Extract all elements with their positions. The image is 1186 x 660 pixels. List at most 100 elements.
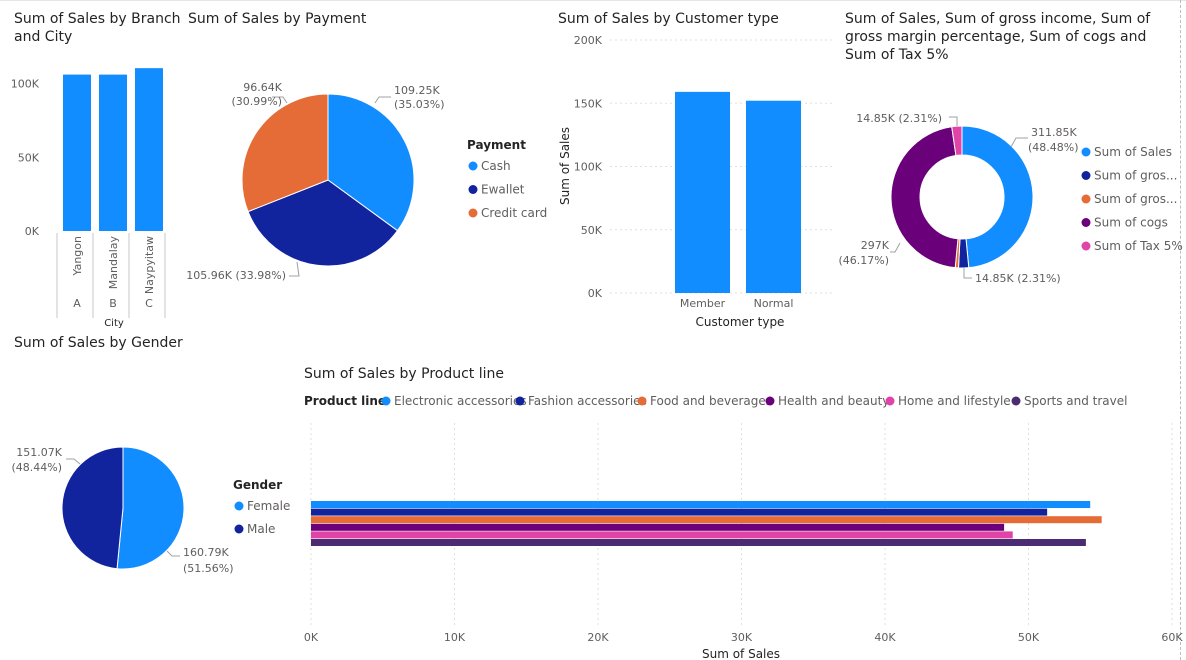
- gender-chart: 160.79K (51.56%) 151.07K (48.44%) Gender Fema…: [0, 330, 300, 660]
- data-label-male: 151.07K: [16, 446, 62, 459]
- x-group-label: B: [109, 297, 117, 310]
- legend-item-1-marker: [1082, 171, 1091, 180]
- legend-item-0-label: Sum of Sales: [1094, 145, 1172, 159]
- data-label-cash-pct: (35.03%): [394, 98, 445, 111]
- leader-sum-of-sales: [1011, 138, 1028, 147]
- legend-title: Product line: [304, 394, 386, 408]
- leader-sum-of-tax: [949, 117, 957, 126]
- pie-slice-sum-of-cogs: [891, 127, 958, 268]
- legend-item-3-marker: [1082, 218, 1091, 227]
- x-tick-label: Mandalay: [107, 236, 120, 290]
- x-tick-label: Member: [680, 297, 726, 310]
- legend-item-1-label: Sum of gros...: [1094, 169, 1177, 183]
- customer-type-visual[interactable]: Sum of Sales by Customer type 0K 50K 100K 1…: [555, 0, 840, 335]
- x-tick-label: Normal: [754, 297, 794, 310]
- legend-item-ewallet-label: Ewallet: [481, 183, 525, 197]
- legend-item-3-marker: [766, 397, 775, 406]
- data-label-sum-of-cogs: 297K: [861, 239, 890, 252]
- bar-electronic-accessories: [311, 501, 1090, 508]
- data-label-sum-of-gross-income: 14.85K (2.31%): [975, 272, 1061, 285]
- y-tick-label: 50K: [18, 151, 40, 164]
- y-tick-label: 200K: [574, 34, 603, 47]
- y-tick-label: 50K: [581, 224, 603, 237]
- bar-sports-and-travel: [311, 539, 1086, 546]
- legend-item-4-label: Sum of Tax 5%: [1094, 239, 1183, 253]
- legend-item-male-marker: [235, 525, 244, 534]
- leader-cash: [375, 97, 391, 103]
- x-axis-title: Sum of Sales: [702, 647, 780, 660]
- x-tick-label: 0K: [304, 631, 319, 644]
- legend-title: Payment: [467, 138, 526, 152]
- x-tick-label: 20K: [587, 631, 609, 644]
- x-tick-label: Naypyitaw: [143, 236, 156, 294]
- y-tick-label: 150K: [574, 97, 603, 110]
- data-label-credit-card-pct: (30.99%): [231, 95, 282, 108]
- x-tick-label: 30K: [731, 631, 753, 644]
- bar-food-and-beverages: [311, 516, 1102, 523]
- data-label-sum-of-sales: 311.85K: [1031, 126, 1077, 139]
- data-label-ewallet: 105.96K (33.98%): [186, 269, 286, 282]
- y-tick-label: 100K: [574, 161, 603, 174]
- customer-type-chart: 0K 50K 100K 150K 200K Sum of Sales Member Norma…: [555, 0, 840, 335]
- pie-slice-sum-of-sales: [962, 126, 1033, 268]
- page-edge-divider: [1180, 0, 1181, 660]
- data-label-credit-card: 96.64K: [243, 81, 282, 94]
- legend-item-5-marker: [1012, 397, 1021, 406]
- payment-chart: 109.25K(35.03%) 105.96K (33.98%) 96.64K(30…: [185, 0, 555, 335]
- data-label-sum-of-sales-pct: (48.48%): [1028, 141, 1079, 154]
- x-tick-label: 60K: [1161, 631, 1183, 644]
- x-tick-label: 10K: [444, 631, 466, 644]
- bar-mandalay: [99, 75, 127, 231]
- legend-item-0-marker: [1082, 148, 1091, 157]
- x-tick-label: 40K: [874, 631, 896, 644]
- legend-title: Gender: [233, 478, 282, 492]
- legend-item-3-label: Sum of cogs: [1094, 216, 1168, 230]
- sum-metrics-chart: 311.85K (48.48%) 14.85K (2.31%) 297K (46.17%…: [840, 0, 1180, 335]
- leader-sum-of-cogs: [890, 243, 900, 252]
- legend-item-cash-label: Cash: [481, 159, 511, 173]
- bar-naypyitaw: [135, 68, 163, 231]
- data-label-sum-of-cogs-pct: (46.17%): [838, 254, 889, 267]
- y-tick-label: 100K: [11, 78, 40, 91]
- legend-item-credit-card-label: Credit card: [481, 206, 547, 220]
- legend-item-3-label: Health and beauty: [778, 394, 889, 408]
- legend-item-credit-card-marker: [469, 209, 478, 218]
- legend-item-1-marker: [516, 397, 525, 406]
- legend-item-0-label: Electronic accessories: [394, 394, 527, 408]
- x-group-label: C: [145, 297, 153, 310]
- leader-sum-of-gross-income: [964, 268, 972, 278]
- x-tick-label: Yangon: [71, 236, 84, 277]
- legend-item-4-label: Home and lifestyle: [898, 394, 1011, 408]
- data-label-female-pct: (51.56%): [183, 562, 234, 575]
- x-group-label: A: [73, 297, 81, 310]
- x-axis-title: Customer type: [696, 315, 785, 329]
- bar-yangon: [63, 75, 91, 231]
- product-line-chart: Product line Electronic accessories Fashio…: [300, 355, 1180, 660]
- legend-item-cash-marker: [469, 162, 478, 171]
- data-label-cash: 109.25K: [394, 84, 440, 97]
- legend-item-0-marker: [382, 397, 391, 406]
- sum-metrics-visual[interactable]: Sum of Sales, Sum of gross income, Sum o…: [840, 0, 1180, 335]
- legend-item-male-label: Male: [247, 522, 275, 536]
- legend-item-female-label: Female: [247, 499, 290, 513]
- payment-visual[interactable]: Sum of Sales by Payment 109.25K (35.03%) 1…: [185, 0, 555, 335]
- data-label-male-pct: (48.44%): [11, 461, 62, 474]
- branch-city-chart: 0K 50K 100K Yangon Mandalay Naypyitaw A B C City: [0, 0, 185, 335]
- x-axis-title: City: [104, 318, 124, 329]
- legend-item-4-marker: [886, 397, 895, 406]
- gender-visual[interactable]: Sum of Sales by Gender 160.79K (51.56%) 15…: [0, 330, 300, 660]
- legend-item-female-marker: [235, 502, 244, 511]
- product-line-visual[interactable]: Sum of Sales by Product line Product lin…: [300, 355, 1180, 660]
- bar-health-and-beauty: [311, 524, 1004, 531]
- y-axis-title: Sum of Sales: [558, 127, 572, 205]
- data-label-sum-of-tax: 14.85K (2.31%): [856, 112, 942, 125]
- leader-male: [66, 459, 80, 464]
- pie-slice-male: [62, 447, 123, 569]
- bar-member: [675, 92, 730, 293]
- bar-fashion-accessories: [311, 509, 1047, 516]
- legend-item-1-label: Fashion accessories: [528, 394, 647, 408]
- branch-city-visual[interactable]: Sum of Sales by Branch and City 0K 50K 100…: [0, 0, 185, 335]
- y-tick-label: 0K: [588, 287, 603, 300]
- legend-item-4-marker: [1082, 242, 1091, 251]
- x-tick-label: 50K: [1018, 631, 1040, 644]
